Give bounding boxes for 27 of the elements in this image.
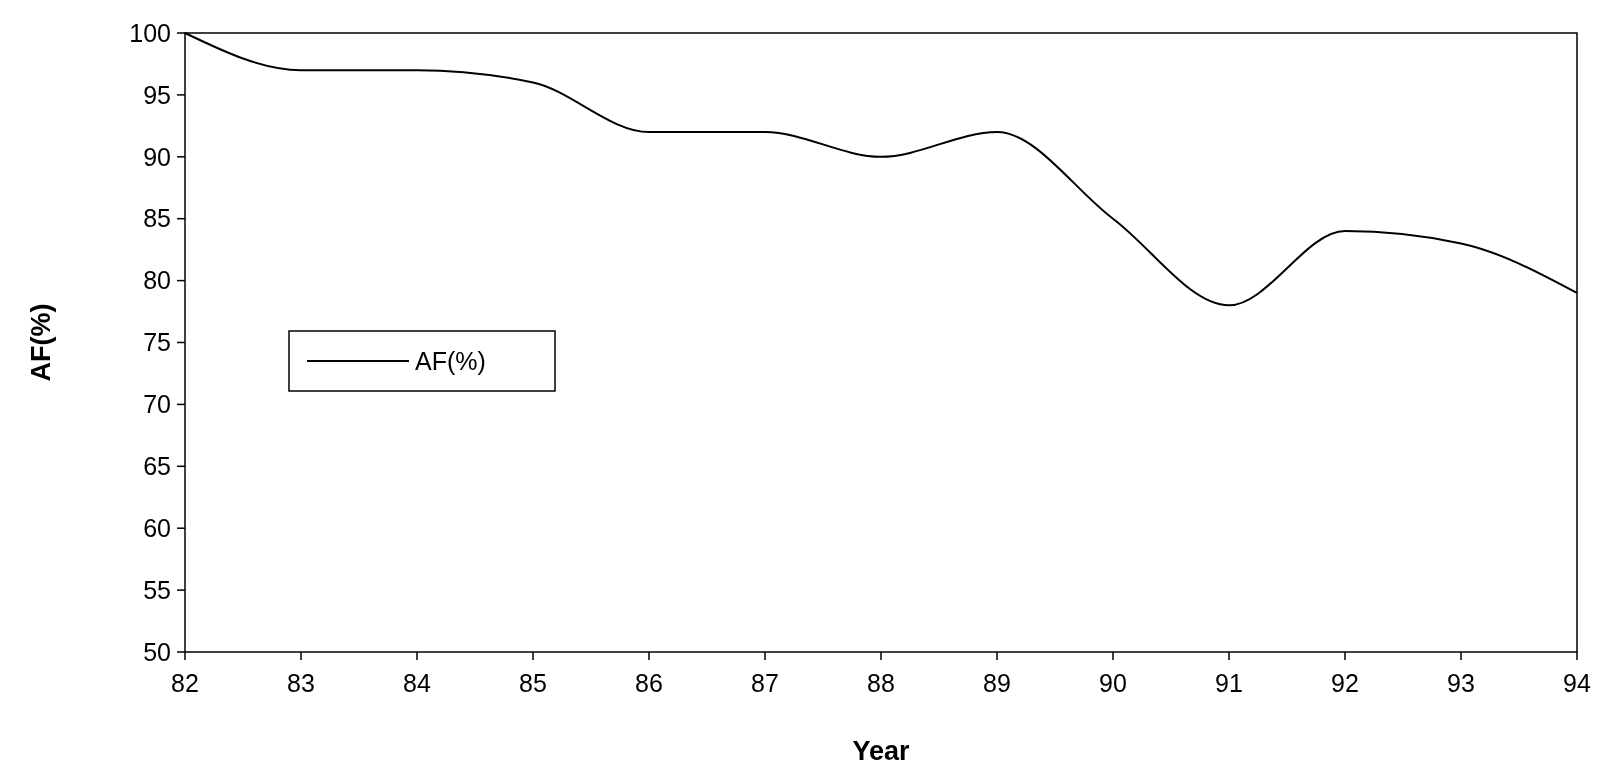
x-tick-label: 90 [1099,669,1127,697]
x-tick-label: 93 [1447,669,1475,697]
y-tick-label: 90 [143,142,171,171]
y-tick-label: 95 [143,80,171,109]
y-tick-label: 75 [143,328,171,357]
x-tick-label: 89 [983,669,1011,697]
x-tick-label: 91 [1215,669,1243,697]
x-tick-label: 92 [1331,669,1359,697]
x-tick-label: 86 [635,669,663,697]
y-tick-label: 50 [143,637,171,666]
y-tick-label: 100 [129,18,171,47]
y-axis-title: AF(%) [26,303,56,382]
y-tick-label: 85 [143,204,171,233]
y-tick-label: 60 [143,513,171,542]
x-tick-label: 94 [1563,669,1591,697]
y-tick-label: 80 [143,266,171,295]
y-tick-label: 55 [143,575,171,604]
x-axis-title: Year [852,736,911,766]
x-tick-label: 84 [403,669,431,697]
x-tick-label: 82 [171,669,199,697]
x-tick-label: 88 [867,669,895,697]
x-tick-label: 83 [287,669,315,697]
y-tick-label: 70 [143,390,171,419]
x-tick-label: 85 [519,669,547,697]
legend-label: AF(%) [415,346,486,375]
x-tick-label: 87 [751,669,779,697]
y-tick-label: 65 [143,452,171,481]
